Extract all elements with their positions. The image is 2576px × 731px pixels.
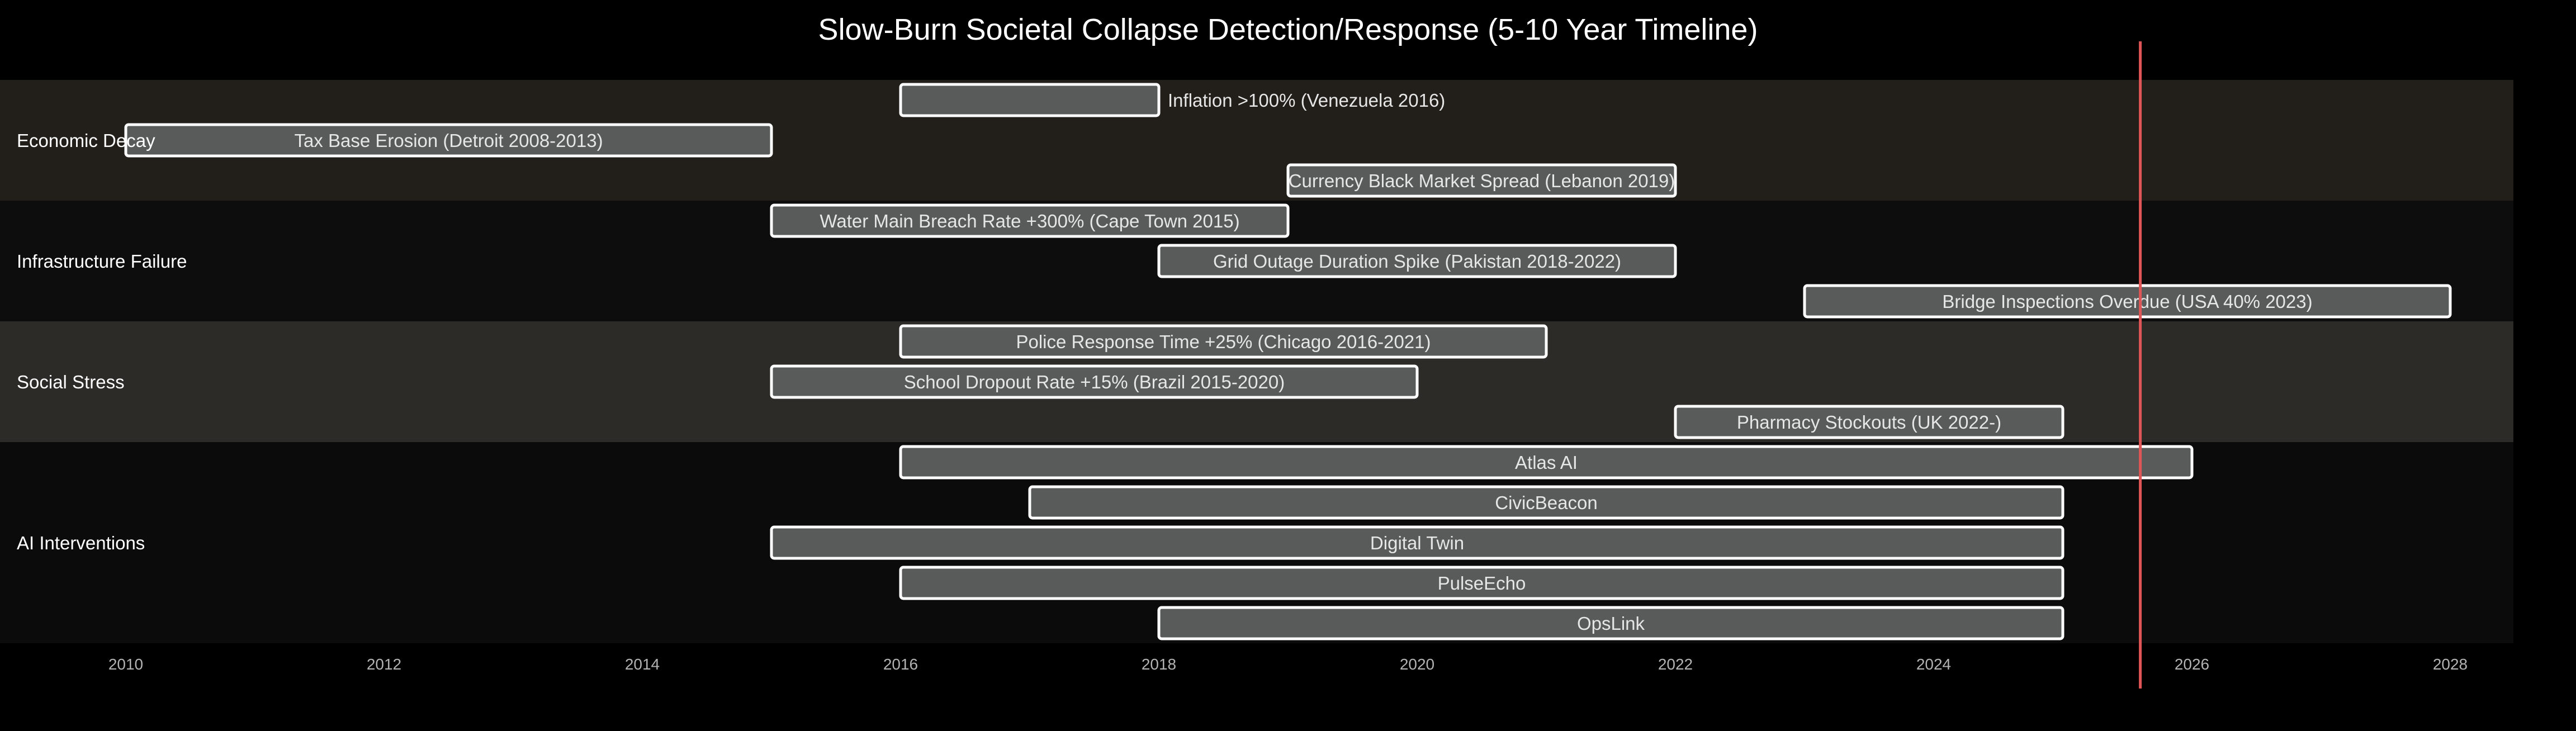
chart-title: Slow-Burn Societal Collapse Detection/Re… xyxy=(818,13,1758,46)
task-bar xyxy=(124,123,773,158)
task-bar xyxy=(1157,606,2064,640)
task-label: Police Response Time +25% (Chicago 2016-… xyxy=(1016,331,1431,352)
x-tick-label: 2010 xyxy=(108,656,143,673)
x-tick-label: 2028 xyxy=(2433,656,2468,673)
task-bars: Inflation >100% (Venezuela 2016) Tax Base… xyxy=(124,83,2452,640)
task-label: Currency Black Market Spread (Lebanon 20… xyxy=(1289,170,1675,191)
x-tick-label: 2022 xyxy=(1658,656,1693,673)
task-label: PulseEcho xyxy=(1438,573,1526,594)
group-label: Social Stress xyxy=(17,372,125,392)
task-label: Pharmacy Stockouts (UK 2022-) xyxy=(1737,412,2001,433)
task-bar xyxy=(899,83,1161,117)
task-bar xyxy=(1674,405,2064,439)
group-label: AI Interventions xyxy=(17,533,145,553)
task-bar xyxy=(1157,244,1677,278)
task-label: Atlas AI xyxy=(1515,452,1578,473)
x-tick-label: 2026 xyxy=(2175,656,2209,673)
task-bar xyxy=(770,364,1419,399)
task-label: CivicBeacon xyxy=(1495,492,1597,513)
task-label: Water Main Breach Rate +300% (Cape Town … xyxy=(820,211,1239,231)
x-tick-label: 2024 xyxy=(1916,656,1951,673)
group-label: Infrastructure Failure xyxy=(17,251,187,272)
task-bar xyxy=(770,525,2064,560)
task-label: School Dropout Rate +15% (Brazil 2015-20… xyxy=(904,372,1285,392)
task-bar xyxy=(1028,485,2064,520)
x-tick-label: 2018 xyxy=(1142,656,1176,673)
x-tick-label: 2014 xyxy=(625,656,660,673)
task-label: Grid Outage Duration Spike (Pakistan 201… xyxy=(1213,251,1621,272)
group-label: Economic Decay xyxy=(17,130,155,151)
task-bar xyxy=(1286,163,1677,198)
x-tick-label: 2016 xyxy=(883,656,918,673)
task-label: OpsLink xyxy=(1577,613,1645,634)
task-bar xyxy=(899,566,2064,600)
task-label: Inflation >100% (Venezuela 2016) xyxy=(1168,90,1445,111)
task-label: Bridge Inspections Overdue (USA 40% 2023… xyxy=(1942,291,2312,312)
task-bar xyxy=(899,324,1548,359)
task-bar xyxy=(899,445,2194,480)
task-bar xyxy=(1803,284,2452,319)
task-label: Digital Twin xyxy=(1370,533,1464,553)
group-labels: Economic Decay Infrastructure Failure Soci… xyxy=(17,130,187,553)
x-axis-ticks: 2010 2012 2014 2016 2018 2020 2022 2024 2026 2028 xyxy=(108,656,2468,673)
x-tick-label: 2020 xyxy=(1400,656,1434,673)
x-tick-label: 2012 xyxy=(367,656,401,673)
task-bar xyxy=(770,203,1290,238)
task-label: Tax Base Erosion (Detroit 2008-2013) xyxy=(294,130,603,151)
